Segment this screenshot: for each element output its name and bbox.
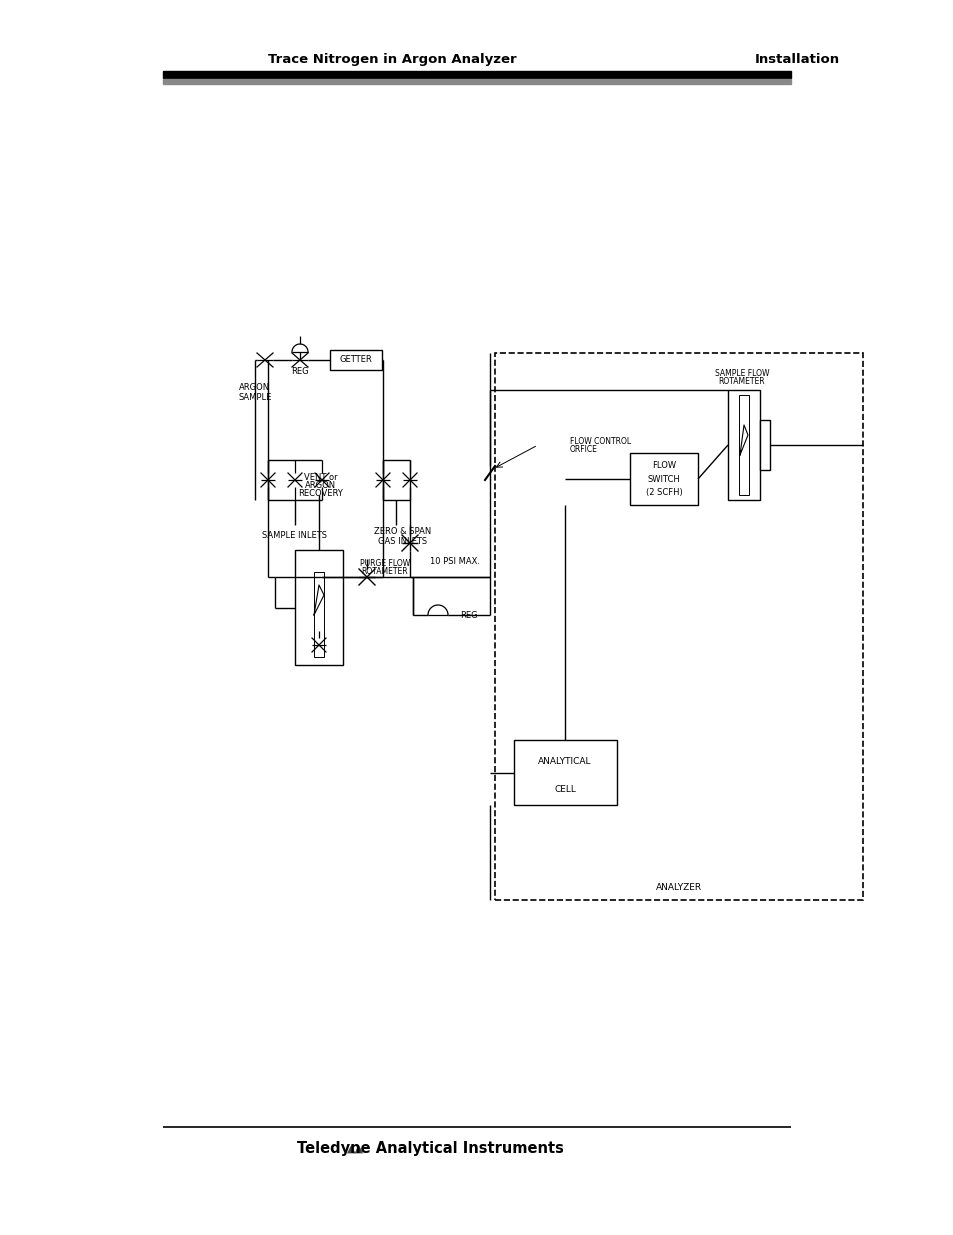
- Text: GETTER: GETTER: [339, 356, 372, 364]
- Text: VENT or: VENT or: [304, 473, 337, 483]
- Bar: [163, 79, 790, 84]
- Bar: [314, 572, 324, 657]
- Text: PURGE FLOW: PURGE FLOW: [359, 559, 410, 568]
- Text: SAMPLE FLOW: SAMPLE FLOW: [714, 369, 768, 378]
- Text: ARGON: ARGON: [239, 384, 271, 393]
- Text: ROTAMETER: ROTAMETER: [361, 568, 408, 577]
- Bar: [727, 390, 760, 500]
- Bar: [760, 420, 769, 471]
- Text: SAMPLE INLETS: SAMPLE INLETS: [262, 531, 327, 540]
- Text: ROTAMETER: ROTAMETER: [718, 378, 764, 387]
- Text: ▲▲: ▲▲: [346, 1144, 363, 1153]
- Bar: [163, 70, 790, 78]
- Text: GAS INLETS: GAS INLETS: [378, 536, 427, 546]
- Text: FLOW CONTROL: FLOW CONTROL: [569, 436, 631, 446]
- Text: SAMPLE: SAMPLE: [238, 393, 272, 401]
- Text: CELL: CELL: [554, 784, 576, 794]
- Bar: [739, 395, 748, 495]
- Text: SWITCH: SWITCH: [647, 474, 679, 483]
- Bar: [514, 740, 617, 805]
- Text: ANALYTICAL: ANALYTICAL: [537, 757, 591, 767]
- Text: Installation: Installation: [754, 53, 840, 65]
- Text: Trace Nitrogen in Argon Analyzer: Trace Nitrogen in Argon Analyzer: [268, 53, 517, 65]
- Bar: [330, 350, 381, 370]
- Bar: [294, 550, 343, 664]
- Text: REG: REG: [459, 610, 477, 620]
- Text: ZERO & SPAN: ZERO & SPAN: [374, 527, 431, 536]
- Bar: [495, 353, 862, 900]
- Text: (2 SCFH): (2 SCFH): [645, 489, 681, 498]
- Text: ORFICE: ORFICE: [569, 446, 598, 454]
- Text: 10 PSI MAX.: 10 PSI MAX.: [430, 557, 479, 567]
- Text: ARGON: ARGON: [305, 482, 336, 490]
- Bar: [629, 453, 698, 505]
- Text: Teledyne Analytical Instruments: Teledyne Analytical Instruments: [296, 1141, 563, 1156]
- Text: REG: REG: [291, 368, 309, 377]
- Text: FLOW: FLOW: [651, 461, 676, 469]
- Text: ANALYZER: ANALYZER: [656, 883, 701, 893]
- Text: RECOVERY: RECOVERY: [298, 489, 343, 499]
